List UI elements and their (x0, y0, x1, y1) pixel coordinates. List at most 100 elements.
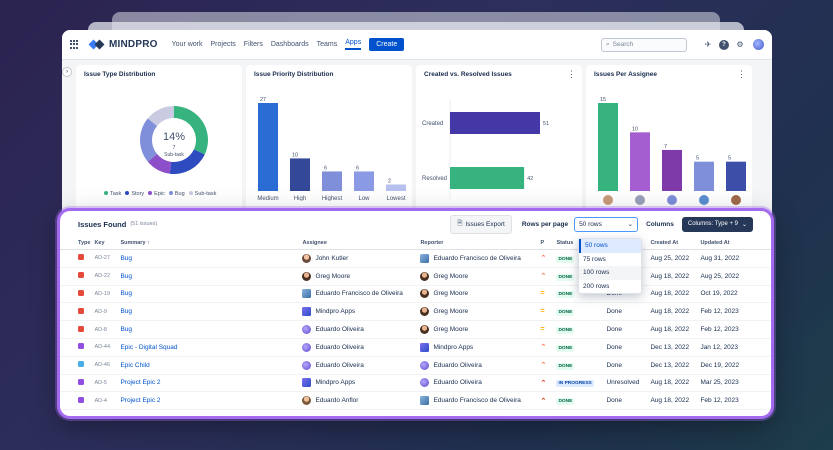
reporter-cell[interactable]: Greg Moore (420, 289, 536, 299)
donut-slice-bug[interactable] (140, 118, 158, 162)
created-at-cell: Aug 18, 2022 (648, 267, 699, 286)
create-button[interactable]: Create (369, 38, 405, 51)
notifications-icon[interactable]: ✈ (704, 40, 712, 49)
key-cell[interactable]: AD-5 (92, 374, 119, 393)
donut-slice-story[interactable] (169, 149, 205, 174)
bar-category-label: Resolved (422, 176, 447, 182)
option-100-rows[interactable]: 100 rows (579, 266, 641, 280)
summary-link[interactable]: Project Epic 2 (118, 374, 301, 393)
search-input[interactable]: ⌕ Search (601, 37, 687, 52)
summary-link[interactable]: Bug (118, 249, 301, 268)
reporter-cell[interactable]: Greg Moore (420, 325, 536, 335)
nav-projects[interactable]: Projects (210, 41, 236, 48)
columns-button[interactable]: Columns: Type + 9 ⌄ (681, 216, 753, 232)
nav-dashboards[interactable]: Dashboards (270, 41, 309, 48)
assignee-cell[interactable]: Eduardo Oliveira (302, 325, 416, 335)
col-summary[interactable]: Summary ↑ (118, 237, 301, 250)
key-cell[interactable]: AD-19 (92, 285, 119, 304)
assignee-bar[interactable] (662, 149, 682, 191)
assignee-cell[interactable]: Mindpro Apps (302, 378, 416, 388)
col-updated-at[interactable]: Updated At (698, 237, 771, 250)
assignee-bar[interactable] (694, 161, 714, 191)
key-cell[interactable]: AD-46 (92, 356, 119, 375)
created-resolved-bar[interactable] (450, 112, 540, 134)
assignee-bar[interactable] (726, 161, 746, 191)
nav-teams[interactable]: Teams (316, 41, 338, 48)
key-cell[interactable]: AD-22 (92, 267, 119, 286)
col-type[interactable]: Type (60, 237, 93, 250)
settings-gear-icon[interactable]: ⚙ (736, 40, 744, 49)
priority-bar-chart: 27 Medium 10 High 6 Highest 6 Low 2 Lowest (257, 97, 406, 201)
summary-link[interactable]: Epic Child (118, 356, 301, 375)
help-icon[interactable]: ? (719, 39, 729, 50)
summary-link[interactable]: Bug (118, 267, 301, 286)
summary-link[interactable]: Bug (118, 285, 301, 304)
sort-asc-icon: ↑ (147, 240, 150, 246)
assignee-bar[interactable] (598, 103, 618, 191)
key-cell[interactable]: AD-9 (92, 302, 119, 322)
col-key[interactable]: Key (92, 237, 119, 250)
reporter-cell[interactable]: Eduardo Oliveira (420, 378, 536, 388)
assignee-bar-value: 15 (600, 97, 606, 103)
summary-link[interactable]: Bug (118, 302, 301, 322)
brand-logo[interactable]: MINDPRO (88, 39, 158, 50)
col-assignee[interactable]: Assignee (300, 237, 419, 250)
reporter-cell[interactable]: Eduardo Oliveira (420, 360, 536, 370)
table-row[interactable]: AD-44 Epic - Digital Squad Eduardo Olive… (60, 338, 771, 357)
table-row[interactable]: AD-22 Bug Greg Moore Greg Moore ⌃ DONE A… (60, 267, 771, 286)
key-cell[interactable]: AD-27 (92, 249, 119, 268)
nav-apps[interactable]: Apps (345, 39, 362, 50)
donut-slice-epic[interactable] (147, 154, 172, 174)
assignee-cell[interactable]: Eduardo Oliveira (302, 342, 416, 352)
table-row[interactable]: AD-27 Bug John Kutler Eduardo Francisco … (60, 249, 771, 268)
assignee-cell[interactable]: Eduardo Anflor (302, 396, 416, 406)
issues-table: Type Key Summary ↑ Assignee Reporter P S… (60, 237, 771, 411)
option-50-rows[interactable]: 50 rows (579, 239, 641, 253)
option-75-rows[interactable]: 75 rows (583, 255, 606, 263)
more-menu-icon[interactable]: ⋮ (567, 69, 576, 79)
donut-slice-task[interactable] (174, 106, 208, 155)
priority-bar[interactable] (258, 103, 278, 191)
app-switcher-icon[interactable] (70, 39, 80, 50)
summary-link[interactable]: Epic - Digital Squad (118, 338, 301, 357)
table-row[interactable]: AD-4 Project Epic 2 Eduardo Anflor Eduar… (60, 391, 771, 411)
priority-bar[interactable] (290, 158, 310, 191)
issues-export-button[interactable]: 🗎 Issues Export (450, 214, 512, 234)
summary-link[interactable]: Project Epic 2 (118, 391, 301, 411)
created-resolved-bar[interactable] (450, 167, 525, 189)
nav-filters[interactable]: Filters (243, 41, 263, 48)
assignee-cell[interactable]: Eduardo Francisco de Oliveira (302, 289, 416, 299)
col-priority[interactable]: P (538, 237, 555, 250)
assignee-cell[interactable]: John Kutler (302, 253, 416, 263)
rows-per-page-select[interactable]: 50 rows ⌄ (574, 216, 639, 232)
key-cell[interactable]: AD-44 (92, 338, 119, 357)
reporter-cell[interactable]: Greg Moore (420, 307, 536, 317)
table-row[interactable]: AD-5 Project Epic 2 Mindpro Apps Eduardo… (60, 374, 771, 393)
key-cell[interactable]: AD-4 (92, 391, 119, 411)
assignee-cell[interactable]: Mindpro Apps (302, 307, 416, 317)
priority-bar[interactable] (354, 171, 374, 191)
assignee-cell[interactable]: Greg Moore (302, 271, 416, 281)
more-menu-icon[interactable]: ⋮ (737, 69, 746, 79)
donut-slice-sub-task[interactable] (147, 106, 174, 126)
col-created-at[interactable]: Created At (648, 237, 699, 250)
table-row[interactable]: AD-19 Bug Eduardo Francisco de Oliveira … (60, 285, 771, 304)
reporter-cell[interactable]: Eduardo Francisco de Oliveira (420, 396, 536, 406)
table-row[interactable]: AD-8 Bug Eduardo Oliveira Greg Moore = D… (60, 320, 771, 339)
key-cell[interactable]: AD-8 (92, 320, 119, 339)
priority-bar[interactable] (386, 184, 406, 191)
reporter-cell[interactable]: Mindpro Apps (420, 342, 536, 352)
sidebar-toggle[interactable]: › (62, 65, 72, 220)
col-reporter[interactable]: Reporter (418, 237, 539, 250)
reporter-cell[interactable]: Greg Moore (420, 271, 536, 281)
reporter-cell[interactable]: Eduardo Francisco de Oliveira (420, 253, 536, 263)
user-avatar[interactable] (753, 39, 764, 50)
table-row[interactable]: AD-9 Bug Mindpro Apps Greg Moore = DONE … (60, 302, 771, 322)
assignee-bar[interactable] (630, 132, 650, 191)
summary-link[interactable]: Bug (118, 320, 301, 339)
assignee-cell[interactable]: Eduardo Oliveira (302, 360, 416, 370)
nav-your-work[interactable]: Your work (171, 41, 203, 48)
option-200-rows[interactable]: 200 rows (583, 282, 610, 290)
table-row[interactable]: AD-46 Epic Child Eduardo Oliveira Eduard… (60, 356, 771, 375)
priority-bar[interactable] (322, 171, 342, 191)
